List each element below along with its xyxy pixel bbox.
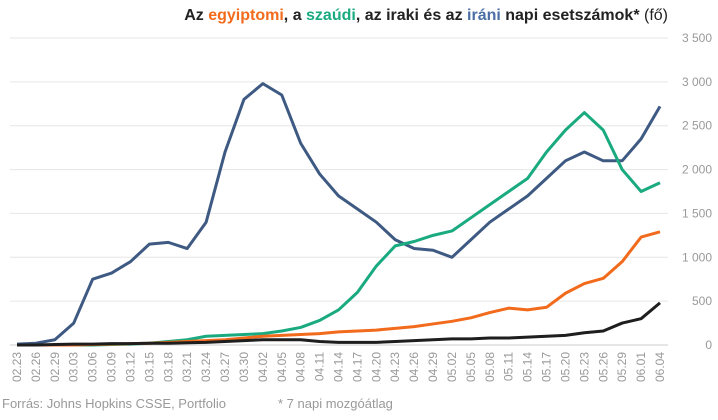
- x-tick-label: 05.08: [483, 352, 497, 382]
- x-tick-label: 04.11: [313, 352, 327, 381]
- x-tick-label: 03.06: [86, 352, 100, 382]
- y-tick-label: 1 000: [682, 250, 712, 264]
- x-tick-label: 02.29: [48, 352, 62, 382]
- title-part: egyiptomi: [208, 7, 284, 24]
- title-part: iráni: [467, 7, 501, 24]
- y-tick-label: 1 500: [682, 206, 712, 220]
- title-part: (fő): [640, 7, 668, 24]
- x-tick-label: 03.30: [237, 352, 251, 382]
- title-part: , az iraki és az: [356, 7, 467, 24]
- x-tick-label: 04.05: [275, 352, 289, 382]
- chart-title: Az egyiptomi, a szaúdi, az iraki és az i…: [184, 7, 668, 24]
- x-tick-label: 03.03: [67, 352, 81, 382]
- x-tick-label: 04.02: [256, 352, 270, 382]
- x-tick-label: 05.05: [464, 352, 478, 382]
- x-tick-label: 03.09: [105, 352, 119, 382]
- y-tick-label: 2 000: [682, 163, 712, 177]
- x-tick-label: 05.02: [445, 352, 459, 382]
- x-tick-label: 06.04: [653, 352, 667, 382]
- x-tick-label: 04.08: [294, 352, 308, 382]
- x-tick-label: 03.12: [123, 352, 137, 382]
- x-tick-label: 05.23: [577, 352, 591, 382]
- series-line: [17, 301, 661, 347]
- y-tick-label: 3 000: [682, 75, 712, 89]
- source: Forrás: Johns Hopkins CSSE, Portfolio: [2, 396, 226, 411]
- x-tick-label: 06.01: [634, 352, 648, 382]
- x-tick-label: 04.29: [426, 352, 440, 382]
- y-tick-label: 0: [705, 338, 712, 352]
- y-tick-label: 500: [692, 294, 712, 308]
- x-tick-label: 04.14: [332, 352, 346, 382]
- x-tick-label: 05.17: [540, 352, 554, 382]
- title-part: szaúdi: [306, 7, 356, 24]
- x-tick-label: 05.29: [615, 352, 629, 382]
- x-tick-label: 02.26: [29, 352, 43, 382]
- x-tick-label: 04.26: [407, 352, 421, 382]
- series-line: [17, 230, 661, 347]
- x-tick-label: 05.20: [558, 352, 572, 382]
- note: * 7 napi mozgóátlag: [278, 396, 393, 411]
- x-tick-label: 05.14: [521, 352, 535, 382]
- series-line: [17, 111, 661, 347]
- x-tick-label: 03.21: [180, 352, 194, 382]
- x-tick-label: 03.24: [199, 352, 213, 382]
- title-part: napi esetszámok*: [501, 7, 641, 24]
- x-tick-label: 05.11: [502, 352, 516, 381]
- x-tick-label: 03.18: [161, 352, 175, 382]
- y-tick-label: 3 500: [682, 31, 712, 45]
- x-tick-label: 03.15: [142, 352, 156, 382]
- series-line: [16, 82, 662, 346]
- x-tick-label: 02.23: [10, 352, 24, 382]
- x-tick-label: 03.27: [218, 352, 232, 382]
- x-tick-label: 04.17: [350, 352, 364, 382]
- x-tick-label: 04.23: [388, 352, 402, 382]
- y-tick-label: 2 500: [682, 119, 712, 133]
- x-tick-label: 05.26: [596, 352, 610, 382]
- x-tick-label: 04.20: [369, 352, 383, 382]
- title-part: Az: [184, 7, 208, 24]
- title-part: , a: [284, 7, 306, 24]
